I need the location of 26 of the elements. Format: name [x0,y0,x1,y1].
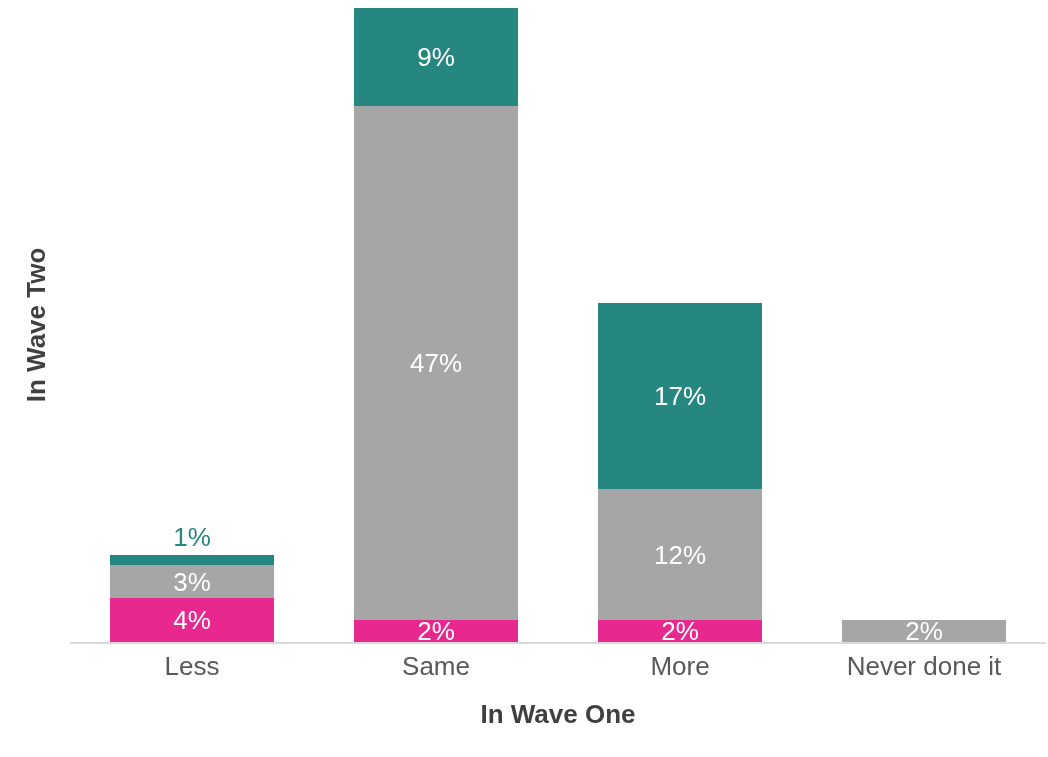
bar [598,303,762,489]
data-label: 47% [409,348,463,379]
bar [110,554,274,566]
x-tick-label: Same [402,651,470,682]
x-tick-label: Less [164,651,220,682]
bar [110,598,274,642]
x-axis-title: In Wave One [480,699,636,730]
bar [110,565,274,599]
bar [354,8,518,107]
data-label: 17% [653,381,707,412]
data-label: 9% [417,42,455,73]
data-label: 3% [173,566,211,597]
x-tick-label: Never done it [846,651,1003,682]
data-label: 2% [417,616,455,647]
data-label: 4% [173,605,211,636]
x-tick-label: More [650,651,710,682]
data-label: 1% [173,521,211,552]
y-axis-title: In Wave Two [21,247,52,403]
data-label: 2% [905,616,943,647]
bar [598,488,762,621]
bar [598,620,762,642]
data-label: 2% [661,616,699,647]
bar [842,620,1006,642]
bar [354,106,518,621]
data-label: 12% [653,539,707,570]
bar [354,620,518,642]
